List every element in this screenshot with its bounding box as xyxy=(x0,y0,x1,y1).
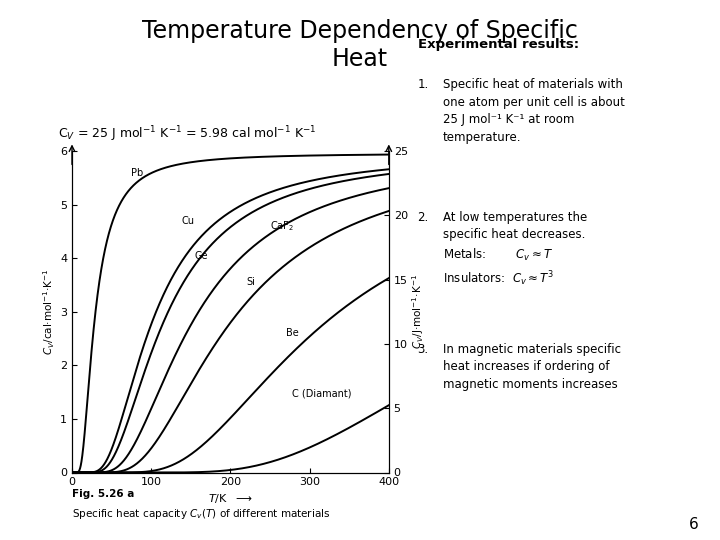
Text: 1.: 1. xyxy=(418,78,429,91)
Text: Ge: Ge xyxy=(194,251,208,261)
Text: Experimental results:: Experimental results: xyxy=(418,38,579,51)
Text: Specific heat capacity $C_v(T)$ of different materials: Specific heat capacity $C_v(T)$ of diffe… xyxy=(72,507,330,521)
Text: Pb: Pb xyxy=(132,167,144,178)
Text: C$_V$ = 25 J mol$^{-1}$ K$^{-1}$ = 5.98 cal mol$^{-1}$ K$^{-1}$: C$_V$ = 25 J mol$^{-1}$ K$^{-1}$ = 5.98 … xyxy=(58,124,316,144)
Text: Be: Be xyxy=(286,328,299,338)
X-axis label: $T$/K  $\longrightarrow$: $T$/K $\longrightarrow$ xyxy=(208,491,253,504)
Y-axis label: $C_V$/cal·mol$^{-1}$·K$^{-1}$: $C_V$/cal·mol$^{-1}$·K$^{-1}$ xyxy=(42,268,57,355)
Text: Si: Si xyxy=(246,278,255,287)
Text: Cu: Cu xyxy=(181,216,194,226)
Y-axis label: $C_V$/J·mol$^{-1}$·K$^{-1}$: $C_V$/J·mol$^{-1}$·K$^{-1}$ xyxy=(410,274,426,349)
Text: CaF$_2$: CaF$_2$ xyxy=(270,219,294,233)
Text: 2.: 2. xyxy=(418,211,429,224)
Text: C (Diamant): C (Diamant) xyxy=(292,388,351,398)
Text: 6: 6 xyxy=(688,517,698,532)
Text: Specific heat of materials with
one atom per unit cell is about
25 J mol⁻¹ K⁻¹ a: Specific heat of materials with one atom… xyxy=(443,78,625,144)
Text: Fig. 5.26 a: Fig. 5.26 a xyxy=(72,489,135,499)
Text: In magnetic materials specific
heat increases if ordering of
magnetic moments in: In magnetic materials specific heat incr… xyxy=(443,343,621,391)
Text: Temperature Dependency of Specific
Heat: Temperature Dependency of Specific Heat xyxy=(142,19,578,71)
Text: At low temperatures the
specific heat decreases.
Metals:        $C_v \approx T$
: At low temperatures the specific heat de… xyxy=(443,211,587,288)
Text: 3.: 3. xyxy=(418,343,428,356)
